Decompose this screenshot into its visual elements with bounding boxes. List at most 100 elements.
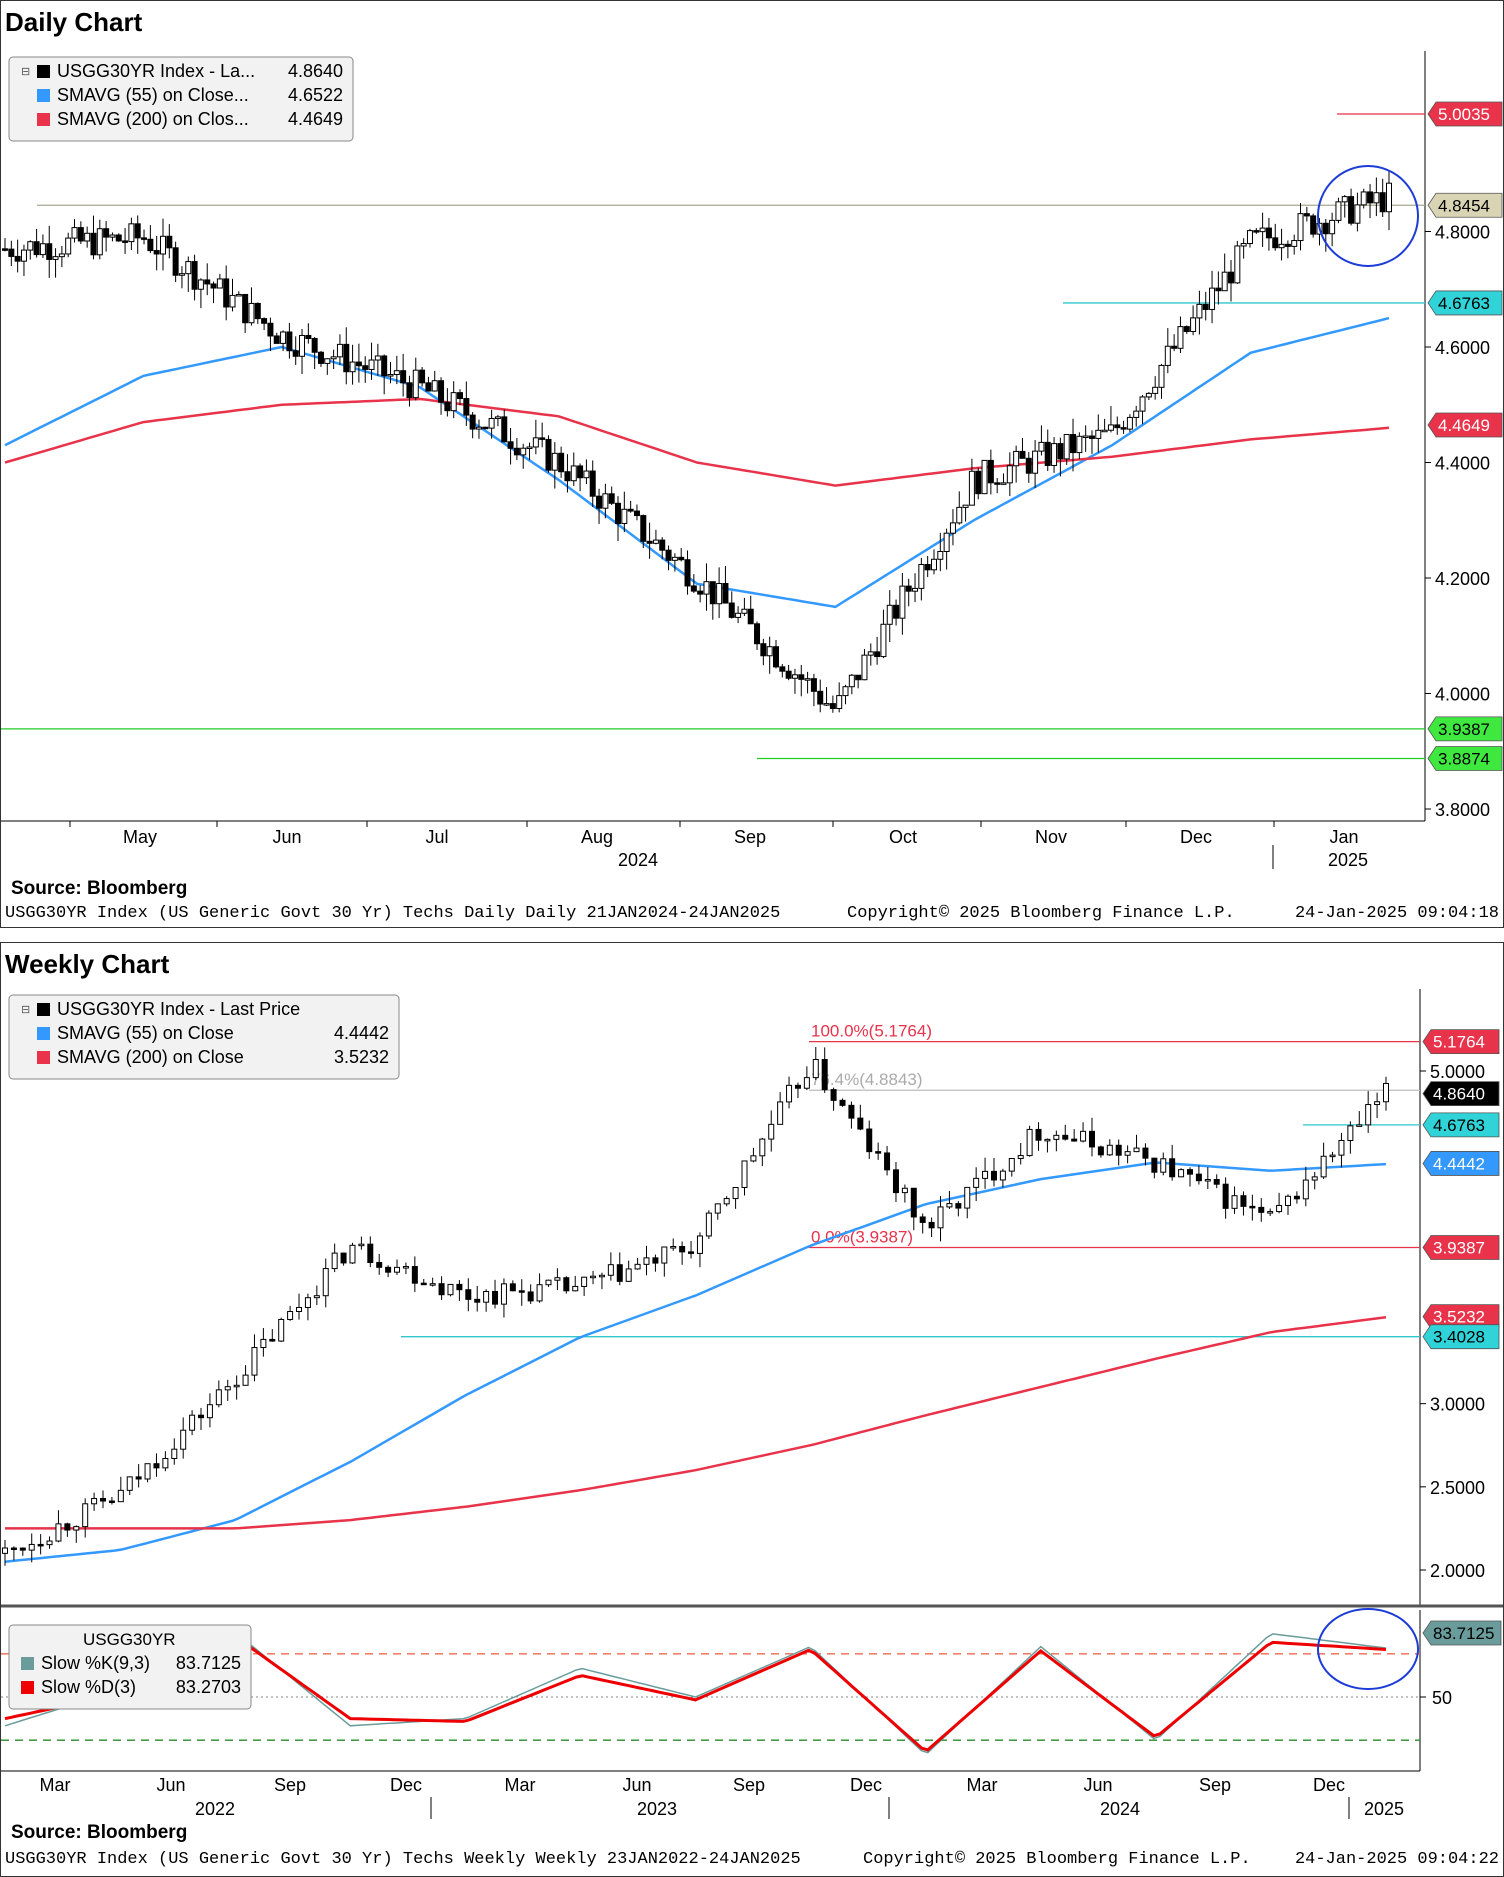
- y-tick-label: 4.4000: [1435, 454, 1490, 474]
- candle: [741, 1160, 748, 1188]
- candle: [474, 1298, 481, 1303]
- candle: [812, 1059, 819, 1079]
- candle: [278, 1318, 285, 1342]
- candle: [1032, 450, 1039, 474]
- legend-value: 4.6522: [288, 85, 343, 105]
- candle: [760, 643, 767, 657]
- sma55-line: [4, 316, 1390, 609]
- candle: [652, 539, 659, 544]
- x-tick-label: Jan: [1329, 827, 1358, 847]
- legend-label: SMAVG (55) on Close: [57, 1023, 234, 1043]
- candle: [261, 318, 268, 324]
- candle: [855, 674, 862, 681]
- x-tick-label: Mar: [40, 1775, 71, 1795]
- candle: [943, 532, 950, 552]
- candle: [946, 1203, 953, 1208]
- candle: [1360, 191, 1367, 206]
- candle: [355, 361, 362, 367]
- candle: [1240, 243, 1247, 247]
- candle: [836, 695, 843, 710]
- candle: [602, 493, 609, 509]
- daily-chart-plot: 4.8000 4.6000 4.4000 4.2000 4.0000 3.8000 May J…: [1, 51, 1503, 870]
- x-tick-label: Jun: [156, 1775, 185, 1795]
- candle: [37, 1543, 44, 1547]
- year-label: 2024: [618, 850, 658, 870]
- x-tick-label: Sep: [1199, 1775, 1231, 1795]
- candle: [772, 646, 779, 668]
- candle: [794, 1084, 801, 1089]
- candle: [28, 1543, 35, 1551]
- candle: [554, 1277, 561, 1281]
- candle: [1374, 1101, 1381, 1106]
- x-tick-label: Sep: [733, 1775, 765, 1795]
- candle: [607, 1264, 614, 1276]
- candle: [507, 441, 514, 449]
- candle: [419, 369, 426, 384]
- sma200-line: [4, 397, 1390, 487]
- candle: [374, 355, 381, 361]
- x-tick-label: Aug: [581, 827, 613, 847]
- candle: [189, 1414, 196, 1431]
- candle: [77, 227, 84, 242]
- candle: [1000, 482, 1007, 485]
- candle: [633, 510, 640, 517]
- candle: [640, 515, 647, 542]
- y-tick-label: 4.6000: [1435, 338, 1490, 358]
- candle: [590, 1275, 597, 1279]
- candle: [115, 234, 122, 242]
- candle: [420, 1282, 427, 1286]
- candle: [646, 540, 653, 544]
- candle: [1265, 227, 1272, 239]
- candle: [8, 248, 15, 257]
- candle: [627, 508, 634, 512]
- candle: [821, 1059, 828, 1091]
- candle: [990, 1170, 997, 1181]
- x-tick-label: Jun: [622, 1775, 651, 1795]
- candle: [191, 261, 198, 290]
- candle: [759, 1138, 766, 1157]
- candle: [962, 504, 969, 508]
- price-tag: [1422, 1029, 1500, 1055]
- candle: [1293, 1195, 1300, 1200]
- candle: [518, 1290, 525, 1293]
- candle: [661, 1246, 668, 1264]
- candle: [1019, 450, 1026, 459]
- candle: [494, 416, 501, 419]
- candle: [671, 556, 678, 561]
- candle: [267, 322, 274, 337]
- candle: [596, 495, 603, 509]
- candle: [393, 370, 400, 376]
- candle: [1341, 196, 1348, 203]
- x-tick-label: Mar: [967, 1775, 998, 1795]
- candle: [1070, 434, 1077, 454]
- candle: [732, 1186, 739, 1200]
- candle: [204, 279, 211, 285]
- candle: [750, 1155, 757, 1162]
- candle: [134, 223, 141, 239]
- legend-swatch: [37, 1003, 50, 1016]
- candle: [643, 1257, 650, 1265]
- candle: [400, 370, 407, 384]
- candle: [949, 522, 956, 534]
- candle: [1152, 386, 1159, 394]
- candle: [551, 452, 558, 471]
- candle: [1240, 1195, 1247, 1207]
- fib-0-label: 0.0%(3.9387): [811, 1228, 913, 1247]
- legend-swatch: [21, 1657, 34, 1670]
- candle: [884, 1152, 891, 1171]
- candle: [260, 1338, 267, 1349]
- candle: [513, 447, 520, 456]
- candle: [1063, 434, 1070, 460]
- candle: [1348, 196, 1355, 224]
- candle: [1097, 1146, 1104, 1156]
- candle: [892, 1169, 899, 1194]
- candle: [180, 1429, 187, 1450]
- legend-swatch: [37, 113, 50, 126]
- candle: [964, 1186, 971, 1209]
- candle: [918, 564, 925, 589]
- candle: [1379, 192, 1386, 213]
- candle: [206, 1404, 213, 1419]
- candle: [1006, 465, 1013, 484]
- candle: [2, 1547, 8, 1554]
- candle: [159, 235, 166, 255]
